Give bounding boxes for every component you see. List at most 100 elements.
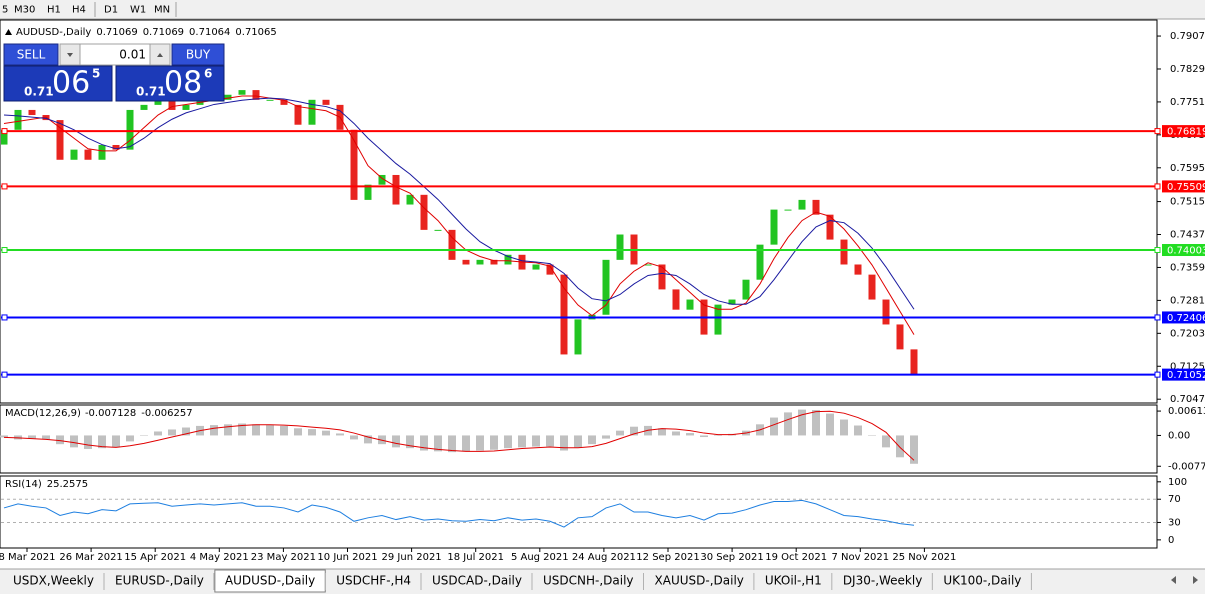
bid-box[interactable]	[3, 65, 113, 102]
candle	[644, 264, 652, 266]
timeframe-button[interactable]: MN	[154, 5, 170, 16]
y-tick-label: 0.006132	[1168, 406, 1205, 417]
level-handle	[1154, 247, 1161, 254]
candle	[420, 194, 428, 230]
macd-bar	[882, 435, 890, 448]
buy-button[interactable]	[171, 43, 225, 66]
macd-bar	[700, 435, 708, 438]
ask-box[interactable]	[115, 65, 225, 102]
quote-value: 0.71069	[143, 27, 184, 38]
macd-bar	[238, 423, 246, 436]
macd-bar	[0, 435, 8, 438]
macd-bar	[434, 435, 442, 452]
y-tick-label: 30	[1168, 517, 1181, 528]
tab[interactable]	[644, 572, 754, 591]
candle	[182, 104, 190, 110]
tab-label[interactable]: USDX,Weekly	[13, 574, 94, 588]
tab[interactable]	[422, 572, 532, 591]
macd-bar	[854, 425, 862, 436]
candle	[602, 259, 610, 315]
macd-bar	[154, 431, 162, 436]
tab-scroll-right[interactable]	[1193, 576, 1198, 584]
tab[interactable]	[3, 572, 104, 591]
timeframe-button[interactable]: 5	[2, 5, 8, 16]
level-price-label: 0.74003	[1167, 246, 1205, 257]
candle	[910, 349, 918, 375]
candle	[714, 304, 722, 335]
indicator-title: MACD(12,26,9)	[5, 408, 81, 419]
tab-label[interactable]: AUDUSD-,Daily	[225, 574, 315, 588]
tab[interactable]	[832, 572, 933, 591]
level-handle	[1154, 183, 1161, 190]
quote-value: 0.71065	[235, 27, 276, 38]
ask-point: 6	[204, 67, 212, 81]
y-tick-label: 0	[1168, 535, 1174, 546]
x-tick-label: 18 Jul 2021	[447, 552, 504, 563]
macd-bar	[252, 424, 260, 436]
macd-bar	[784, 412, 792, 436]
candle	[392, 174, 400, 205]
tab-label[interactable]: UK100-,Daily	[943, 574, 1021, 588]
tab-label[interactable]: DJ30-,Weekly	[843, 574, 923, 588]
tab-label[interactable]: UKOil-,H1	[765, 574, 822, 588]
quote-value: 0.71069	[96, 27, 137, 38]
tab[interactable]	[933, 572, 1032, 591]
sell-button[interactable]	[3, 43, 59, 66]
tab[interactable]	[754, 572, 832, 591]
candle	[476, 259, 484, 265]
level-handle	[1154, 128, 1161, 135]
candle	[364, 184, 372, 200]
macd-bar	[672, 431, 680, 436]
lot-value[interactable]: 0.01	[119, 48, 146, 62]
tab-label[interactable]: EURUSD-,Daily	[115, 574, 204, 588]
macd-bar	[98, 435, 106, 449]
chart-symbol: AUDUSD-,Daily	[16, 27, 91, 38]
tab-label[interactable]: USDCHF-,H4	[336, 574, 411, 588]
chart-menu-icon[interactable]	[5, 29, 12, 35]
tab-label[interactable]: USDCAD-,Daily	[432, 574, 522, 588]
indicator-value: 25.2575	[47, 479, 88, 490]
candle	[658, 264, 666, 290]
macd-bar	[224, 424, 232, 436]
timeframe-button[interactable]: H1	[47, 5, 61, 16]
macd-bar	[910, 435, 918, 464]
tab-scroll-left[interactable]	[1171, 576, 1176, 584]
candle	[532, 264, 540, 270]
timeframe-button[interactable]: D1	[104, 5, 118, 16]
candle	[616, 234, 624, 260]
indicator-title: RSI(14)	[5, 479, 42, 490]
timeframe-button[interactable]: M30	[14, 5, 35, 16]
candle	[266, 99, 274, 101]
tab[interactable]	[532, 572, 644, 591]
bid-point: 5	[92, 67, 100, 81]
x-tick-label: 7 Nov 2021	[831, 552, 889, 563]
macd-bar	[280, 425, 288, 436]
tab-label[interactable]: USDCNH-,Daily	[543, 574, 634, 588]
tab[interactable]	[105, 572, 214, 591]
timeframe-button[interactable]: W1	[130, 5, 146, 16]
candle	[504, 254, 512, 265]
candle	[308, 99, 316, 125]
candle	[896, 324, 904, 350]
level-handle	[1, 183, 8, 190]
macd-bar	[588, 435, 596, 445]
macd-bar	[126, 435, 134, 442]
tab-label[interactable]: XAUUSD-,Daily	[655, 574, 744, 588]
timeframe-button[interactable]: H4	[72, 5, 86, 16]
x-tick-label: 10 Jun 2021	[317, 552, 377, 563]
macd-bar	[294, 428, 302, 436]
buy-label[interactable]: BUY	[186, 48, 211, 62]
tab[interactable]	[326, 572, 421, 591]
lot-up-icon	[157, 53, 163, 57]
candle	[84, 149, 92, 160]
level-price-box	[1162, 311, 1205, 324]
macd-bar	[840, 419, 848, 436]
rsi-pane	[0, 475, 1158, 549]
macd-bar	[210, 425, 218, 436]
sell-label[interactable]: SELL	[17, 48, 46, 62]
candle	[294, 104, 302, 125]
